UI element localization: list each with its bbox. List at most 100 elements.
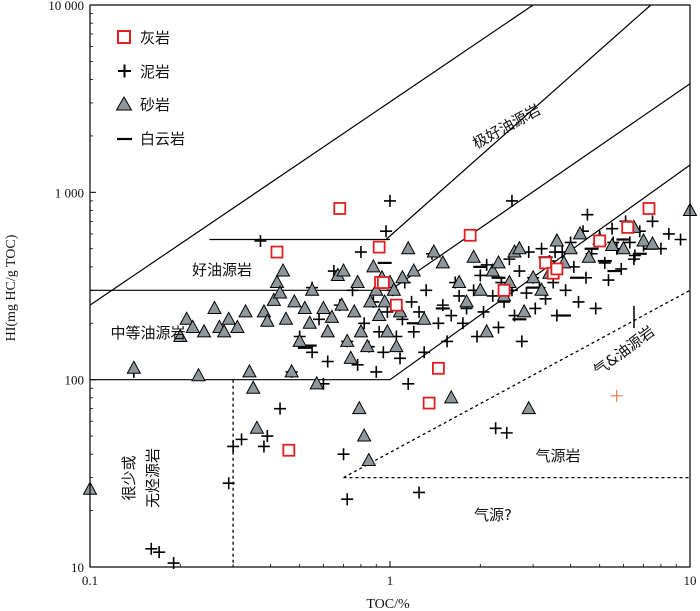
mudstone-point xyxy=(413,305,426,318)
sandstone-point xyxy=(521,400,537,415)
sandstone-point xyxy=(179,311,195,325)
y-tick-label: 100 xyxy=(65,373,85,388)
limestone-point xyxy=(282,443,296,457)
mudstone-point xyxy=(598,256,611,269)
sandstone-point xyxy=(324,309,340,323)
mudstone-point xyxy=(381,305,394,318)
sandstone-point xyxy=(466,249,481,263)
x-tick-label: 0.1 xyxy=(82,573,98,588)
mudstone-point xyxy=(520,287,533,300)
sandstone-point xyxy=(350,274,365,289)
sandstone-point xyxy=(297,300,313,314)
x-axis-title: TOC/% xyxy=(366,597,410,611)
mudstone-point xyxy=(589,302,602,315)
sandstone-point xyxy=(275,263,291,277)
mudstone-point xyxy=(354,246,367,259)
sandstone-point xyxy=(242,363,257,378)
legend: 灰岩 泥岩 砂岩 白云岩 xyxy=(115,29,185,148)
mudstone-point xyxy=(581,208,594,221)
mudstone-point xyxy=(615,262,628,275)
sandstone-point xyxy=(284,363,299,378)
sandstone-point xyxy=(207,300,222,314)
mudstone-point xyxy=(351,358,364,371)
mudstone-point xyxy=(341,493,354,506)
legend-marker-sandstone xyxy=(115,95,133,111)
sandstone-point xyxy=(356,428,372,442)
sandstone-point xyxy=(443,389,459,404)
mudstone-point xyxy=(602,274,615,287)
legend-marker-limestone xyxy=(117,30,131,44)
sandstone-point xyxy=(525,269,541,284)
limestone-point xyxy=(432,361,445,375)
mudstone-point xyxy=(222,477,235,490)
mudstone-point xyxy=(515,335,528,348)
limestone-point xyxy=(621,220,635,234)
sandstone-point xyxy=(343,350,359,364)
sandstone-point xyxy=(316,300,331,314)
region-label-poor-1: 很少或 xyxy=(120,455,138,500)
sandstone-point xyxy=(534,282,549,296)
region-boundary-line xyxy=(385,4,652,240)
limestone-point xyxy=(593,234,607,248)
region-label-good: 好油源岩 xyxy=(192,261,252,279)
mudstone-point xyxy=(477,305,490,318)
region-label-gas-question: 气源? xyxy=(474,506,512,524)
mudstone-point xyxy=(257,440,270,453)
sandstone-point xyxy=(221,311,237,325)
mudstone-point xyxy=(321,355,334,368)
sandstone-point xyxy=(238,303,253,318)
limestone-point xyxy=(422,396,436,410)
mudstone-point xyxy=(492,321,505,334)
region-boundary-line xyxy=(89,4,534,306)
y-tick-label: 10 000 xyxy=(48,0,84,13)
sandstone-point xyxy=(185,319,201,333)
sandstone-point xyxy=(636,232,651,247)
sandstone-point xyxy=(377,293,393,308)
mudstone-point xyxy=(153,546,166,559)
mudstone-point xyxy=(572,295,585,308)
sandstone-point xyxy=(292,333,308,347)
sandstone-point xyxy=(472,282,488,296)
sandstone-point xyxy=(256,303,272,318)
sandstone-point xyxy=(361,452,377,467)
mudstone-point xyxy=(384,194,396,207)
sandstone-point xyxy=(435,254,451,269)
sandstone-point xyxy=(302,315,318,329)
sandstone-point xyxy=(336,263,351,277)
y-axis-title: HI(mg HC/g TOC) xyxy=(4,234,19,341)
mudstone-point xyxy=(413,486,426,499)
mudstone-point xyxy=(261,430,274,443)
sandstone-point xyxy=(491,254,506,269)
sandstone-point xyxy=(386,282,402,296)
sandstone-point xyxy=(216,323,232,338)
sandstone-point xyxy=(287,293,302,308)
sandstone-point xyxy=(645,235,660,250)
sandstone-point xyxy=(363,293,378,308)
mudstone-point xyxy=(445,309,458,322)
limestone-point xyxy=(497,283,511,297)
mudstone-point xyxy=(500,426,513,439)
mudstone-point xyxy=(529,302,542,315)
mudstone-point xyxy=(407,325,420,338)
sandstone-point xyxy=(266,292,282,306)
sandstone-point xyxy=(245,380,261,394)
sandstone-point xyxy=(309,375,325,390)
sandstone-point xyxy=(126,360,142,374)
limestone-point xyxy=(642,202,656,215)
mudstone-point xyxy=(453,289,466,302)
mudstone-point xyxy=(145,542,158,555)
limestone-point xyxy=(463,228,477,242)
mudstone-point xyxy=(432,317,445,330)
data-points xyxy=(82,194,698,570)
sandstone-point xyxy=(359,338,375,353)
axis-ticks: 0.1 1 10 10 100 1 000 10 000 xyxy=(48,0,696,588)
limestone-point xyxy=(270,245,284,259)
sandstone-point xyxy=(604,237,620,252)
sandstone-point xyxy=(479,323,495,338)
mudstone-point xyxy=(254,234,267,247)
sandstone-point xyxy=(572,225,588,240)
mudstone-point xyxy=(456,317,469,330)
sandstone-point xyxy=(516,303,532,318)
region-label-poor-2: 无烃源岩 xyxy=(144,448,162,508)
